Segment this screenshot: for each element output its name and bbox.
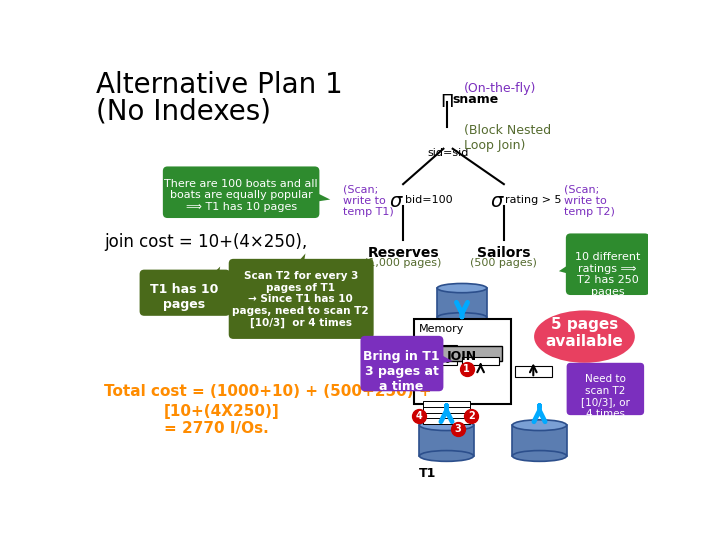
Text: [10+(4X250)]: [10+(4X250)] <box>163 403 279 418</box>
Bar <box>414 319 510 403</box>
Ellipse shape <box>534 310 635 363</box>
Bar <box>423 411 469 418</box>
Text: Reserves: Reserves <box>367 246 439 260</box>
Text: $\Pi$: $\Pi$ <box>440 92 454 111</box>
Bar <box>515 366 552 377</box>
Polygon shape <box>295 253 305 267</box>
FancyBboxPatch shape <box>229 259 374 339</box>
Ellipse shape <box>437 284 487 293</box>
Text: JOIN: JOIN <box>447 350 477 363</box>
Text: T2: T2 <box>531 467 548 480</box>
Text: (1,000 pages): (1,000 pages) <box>364 258 442 268</box>
Ellipse shape <box>419 450 474 461</box>
Text: 1: 1 <box>463 364 470 374</box>
Text: (Scan;
write to
temp T2): (Scan; write to temp T2) <box>564 184 615 217</box>
Text: There are 100 boats and all
boats are equally popular
⟹ T1 has 10 pages: There are 100 boats and all boats are eq… <box>164 179 318 212</box>
Bar <box>462 357 499 365</box>
Text: Sailors: Sailors <box>477 246 531 260</box>
Bar <box>423 346 502 361</box>
Text: = 2770 I/Os.: = 2770 I/Os. <box>163 421 269 436</box>
Text: 3: 3 <box>455 424 462 434</box>
Text: (Scan;
write to
temp T1): (Scan; write to temp T1) <box>343 184 393 217</box>
Text: Total cost = (1000+10) + (500+250) +: Total cost = (1000+10) + (500+250) + <box>104 384 431 400</box>
Text: $\sigma$: $\sigma$ <box>390 192 405 211</box>
Text: $\sigma$: $\sigma$ <box>490 192 505 211</box>
FancyBboxPatch shape <box>566 233 649 295</box>
Text: Need to
scan T2
[10/3], or
4 times: Need to scan T2 [10/3], or 4 times <box>581 374 630 419</box>
Text: Memory: Memory <box>418 325 464 334</box>
Text: Scan T2 for every 3
pages of T1
→ Since T1 has 10
pages, need to scan T2
[10/3] : Scan T2 for every 3 pages of T1 → Since … <box>233 271 369 328</box>
Text: T1 has 10
pages: T1 has 10 pages <box>150 283 219 310</box>
Ellipse shape <box>419 420 474 430</box>
Text: 5 pages
available: 5 pages available <box>546 316 624 349</box>
Bar <box>437 288 487 318</box>
Text: Alternative Plan 1: Alternative Plan 1 <box>96 71 343 99</box>
Polygon shape <box>315 192 330 202</box>
FancyBboxPatch shape <box>163 166 320 218</box>
Text: (Block Nested
Loop Join): (Block Nested Loop Join) <box>464 124 551 152</box>
Ellipse shape <box>513 420 567 430</box>
Text: T1: T1 <box>418 467 436 480</box>
FancyBboxPatch shape <box>361 336 444 392</box>
Bar <box>420 357 457 365</box>
FancyBboxPatch shape <box>140 269 230 316</box>
Text: 10 different
ratings ⟹
T2 has 250
pages: 10 different ratings ⟹ T2 has 250 pages <box>575 252 640 296</box>
Bar <box>423 406 469 413</box>
Text: join cost = 10+(4×250),: join cost = 10+(4×250), <box>104 233 307 251</box>
Text: sname: sname <box>452 92 498 105</box>
Bar <box>513 425 567 456</box>
Text: (500 pages): (500 pages) <box>470 258 537 268</box>
Polygon shape <box>438 354 453 363</box>
Text: 4: 4 <box>416 411 423 421</box>
Ellipse shape <box>513 450 567 461</box>
FancyBboxPatch shape <box>567 363 644 415</box>
Text: rating > 5: rating > 5 <box>505 195 562 205</box>
Text: 2: 2 <box>468 411 474 421</box>
Ellipse shape <box>437 313 487 322</box>
Bar <box>420 351 457 359</box>
Bar <box>423 417 469 423</box>
Text: bid=100: bid=100 <box>405 195 452 205</box>
Text: Bring in T1
3 pages at
a time: Bring in T1 3 pages at a time <box>363 350 440 393</box>
Bar <box>419 425 474 456</box>
Bar <box>423 401 469 408</box>
Text: (No Indexes): (No Indexes) <box>96 97 271 125</box>
Text: sid=sid: sid=sid <box>428 148 469 158</box>
Text: (On-the-fly): (On-the-fly) <box>464 82 536 94</box>
Polygon shape <box>559 264 570 274</box>
Bar <box>420 345 457 353</box>
Polygon shape <box>210 267 220 279</box>
